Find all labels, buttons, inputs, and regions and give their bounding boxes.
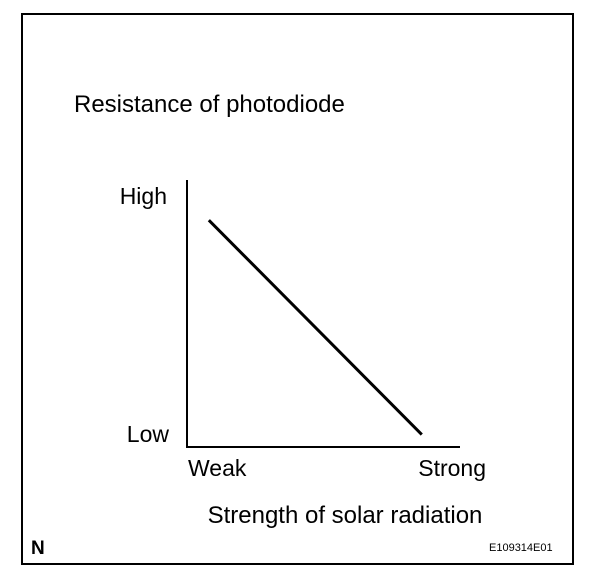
y-tick-label-low: Low <box>127 421 170 447</box>
series-line-segment <box>207 219 423 436</box>
y-tick-label-high: High <box>120 183 167 209</box>
chart-title: Resistance of photodiode <box>74 91 345 118</box>
corner-mark: N <box>31 538 45 559</box>
x-tick-label-strong: Strong <box>418 455 486 481</box>
series-layer <box>207 219 423 436</box>
figure-code: E109314E01 <box>489 542 553 554</box>
figure-frame <box>21 13 574 565</box>
x-tick-label-weak: Weak <box>188 455 247 481</box>
x-axis-label: Strength of solar radiation <box>208 502 483 529</box>
